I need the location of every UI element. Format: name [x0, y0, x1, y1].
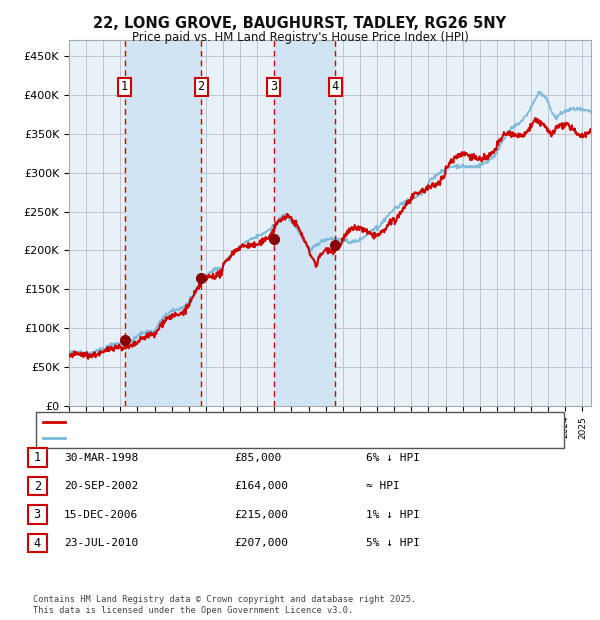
Text: 6% ↓ HPI: 6% ↓ HPI — [366, 453, 420, 463]
Text: 5% ↓ HPI: 5% ↓ HPI — [366, 538, 420, 548]
Text: 20-SEP-2002: 20-SEP-2002 — [64, 481, 139, 491]
Text: 23-JUL-2010: 23-JUL-2010 — [64, 538, 139, 548]
Text: Contains HM Land Registry data © Crown copyright and database right 2025.
This d: Contains HM Land Registry data © Crown c… — [33, 595, 416, 614]
Bar — [274, 40, 335, 406]
Text: 30-MAR-1998: 30-MAR-1998 — [64, 453, 139, 463]
Text: 15-DEC-2006: 15-DEC-2006 — [64, 510, 139, 520]
Text: 3: 3 — [34, 508, 41, 521]
Text: 1: 1 — [121, 81, 128, 94]
Text: 4: 4 — [332, 81, 339, 94]
Text: 2: 2 — [34, 480, 41, 492]
Text: HPI: Average price, semi-detached house, Basingstoke and Deane: HPI: Average price, semi-detached house,… — [69, 433, 399, 443]
Text: Price paid vs. HM Land Registry's House Price Index (HPI): Price paid vs. HM Land Registry's House … — [131, 31, 469, 44]
Text: 22, LONG GROVE, BAUGHURST, TADLEY, RG26 5NY (semi-detached house): 22, LONG GROVE, BAUGHURST, TADLEY, RG26 … — [69, 417, 443, 427]
Text: ≈ HPI: ≈ HPI — [366, 481, 400, 491]
Text: 2: 2 — [197, 81, 205, 94]
Text: 4: 4 — [34, 537, 41, 549]
Text: £207,000: £207,000 — [234, 538, 288, 548]
Text: £85,000: £85,000 — [234, 453, 281, 463]
Text: 22, LONG GROVE, BAUGHURST, TADLEY, RG26 5NY: 22, LONG GROVE, BAUGHURST, TADLEY, RG26 … — [94, 16, 506, 30]
Text: 1% ↓ HPI: 1% ↓ HPI — [366, 510, 420, 520]
Text: £215,000: £215,000 — [234, 510, 288, 520]
Text: £164,000: £164,000 — [234, 481, 288, 491]
Bar — [125, 40, 201, 406]
Text: 3: 3 — [270, 81, 277, 94]
Text: 1: 1 — [34, 451, 41, 464]
